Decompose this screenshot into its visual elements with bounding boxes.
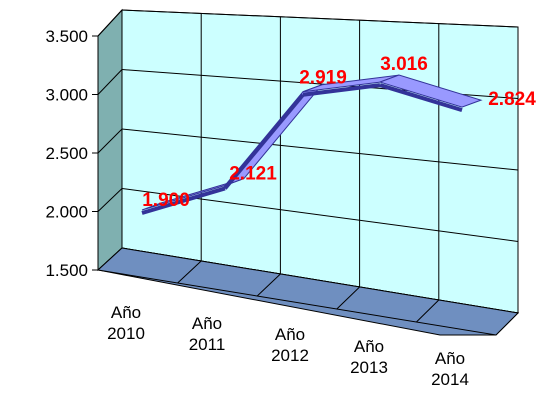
data-label: 2.824 bbox=[488, 89, 536, 110]
y-tick-label: 1.500 bbox=[45, 261, 88, 280]
x-tick-label-line1: Año bbox=[435, 349, 465, 368]
x-tick-label-line2: 2010 bbox=[107, 324, 145, 343]
x-tick-label-line2: 2012 bbox=[271, 346, 309, 365]
ribbon-edge bbox=[223, 93, 305, 190]
ribbon-edge bbox=[379, 83, 463, 113]
x-tick-label-line2: 2011 bbox=[189, 335, 226, 354]
x-tick-label-line1: Año bbox=[192, 314, 222, 333]
gridline-side bbox=[97, 69, 123, 95]
x-tick-label-line2: 2014 bbox=[431, 370, 469, 389]
x-tick-label-line2: 2013 bbox=[350, 358, 388, 377]
data-label: 2.919 bbox=[299, 68, 347, 89]
data-label: 2.121 bbox=[229, 163, 277, 184]
data-label: 1.900 bbox=[142, 190, 190, 211]
gridline-side bbox=[97, 128, 123, 154]
floor-divider bbox=[256, 273, 281, 297]
data-label: 3.016 bbox=[380, 54, 428, 75]
x-tick-label-line1: Año bbox=[354, 337, 384, 356]
y-tick-label: 2.500 bbox=[45, 144, 88, 163]
floor-divider bbox=[336, 286, 360, 310]
floor-divider bbox=[177, 260, 202, 284]
side-wall bbox=[97, 8, 123, 272]
gridline-back bbox=[121, 9, 519, 28]
y-tick-label: 3.500 bbox=[45, 27, 88, 46]
y-tick-label: 3.000 bbox=[45, 86, 88, 105]
y-tick-label: 2.000 bbox=[45, 203, 88, 222]
gridline-side bbox=[97, 9, 123, 37]
gridline-back bbox=[121, 128, 519, 171]
ribbon-edge bbox=[141, 186, 226, 215]
floor-divider bbox=[416, 299, 440, 323]
ribbon-segment bbox=[378, 74, 483, 108]
x-tick-label-line1: Año bbox=[111, 303, 141, 322]
ribbon-edge bbox=[302, 83, 381, 97]
floor-surface bbox=[96, 247, 520, 336]
x-tick-label-line1: Año bbox=[275, 325, 305, 344]
gridline-side bbox=[97, 188, 123, 212]
